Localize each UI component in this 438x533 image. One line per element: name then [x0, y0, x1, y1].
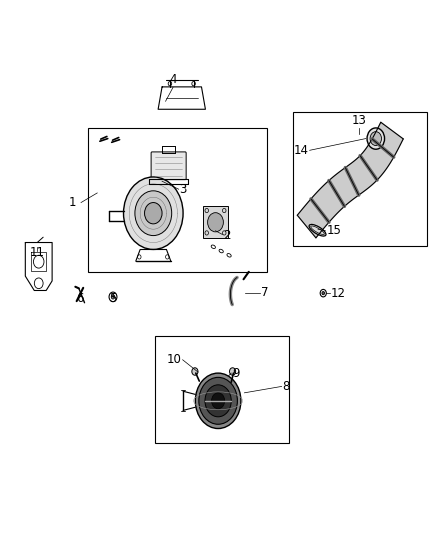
Circle shape [135, 191, 172, 236]
Bar [155, 336, 289, 443]
Text: 6: 6 [76, 292, 84, 305]
Circle shape [199, 377, 237, 424]
Text: 11: 11 [30, 246, 45, 259]
Circle shape [367, 128, 385, 149]
Text: 8: 8 [283, 380, 290, 393]
Circle shape [212, 393, 225, 409]
Circle shape [124, 177, 183, 249]
Text: 9: 9 [232, 367, 240, 379]
Text: 3: 3 [180, 183, 187, 196]
Text: 15: 15 [326, 224, 341, 237]
Circle shape [145, 203, 162, 224]
Circle shape [370, 132, 381, 146]
Bar [293, 112, 427, 246]
Bar [88, 128, 267, 272]
Circle shape [208, 213, 223, 232]
Circle shape [192, 368, 198, 375]
Text: 10: 10 [167, 353, 182, 366]
Text: 4: 4 [169, 74, 177, 86]
Circle shape [230, 368, 236, 375]
Bar [203, 206, 228, 238]
Text: 13: 13 [352, 114, 367, 127]
Text: 1: 1 [69, 196, 77, 209]
Circle shape [195, 373, 241, 429]
Text: 5: 5 [110, 292, 117, 305]
Circle shape [111, 295, 115, 299]
Ellipse shape [309, 224, 326, 236]
Circle shape [322, 292, 325, 295]
Text: 2: 2 [223, 229, 231, 242]
Circle shape [205, 385, 231, 417]
Polygon shape [297, 122, 403, 238]
Text: 12: 12 [331, 287, 346, 300]
Text: 7: 7 [261, 286, 268, 298]
Text: 14: 14 [294, 144, 309, 157]
FancyBboxPatch shape [151, 152, 186, 180]
